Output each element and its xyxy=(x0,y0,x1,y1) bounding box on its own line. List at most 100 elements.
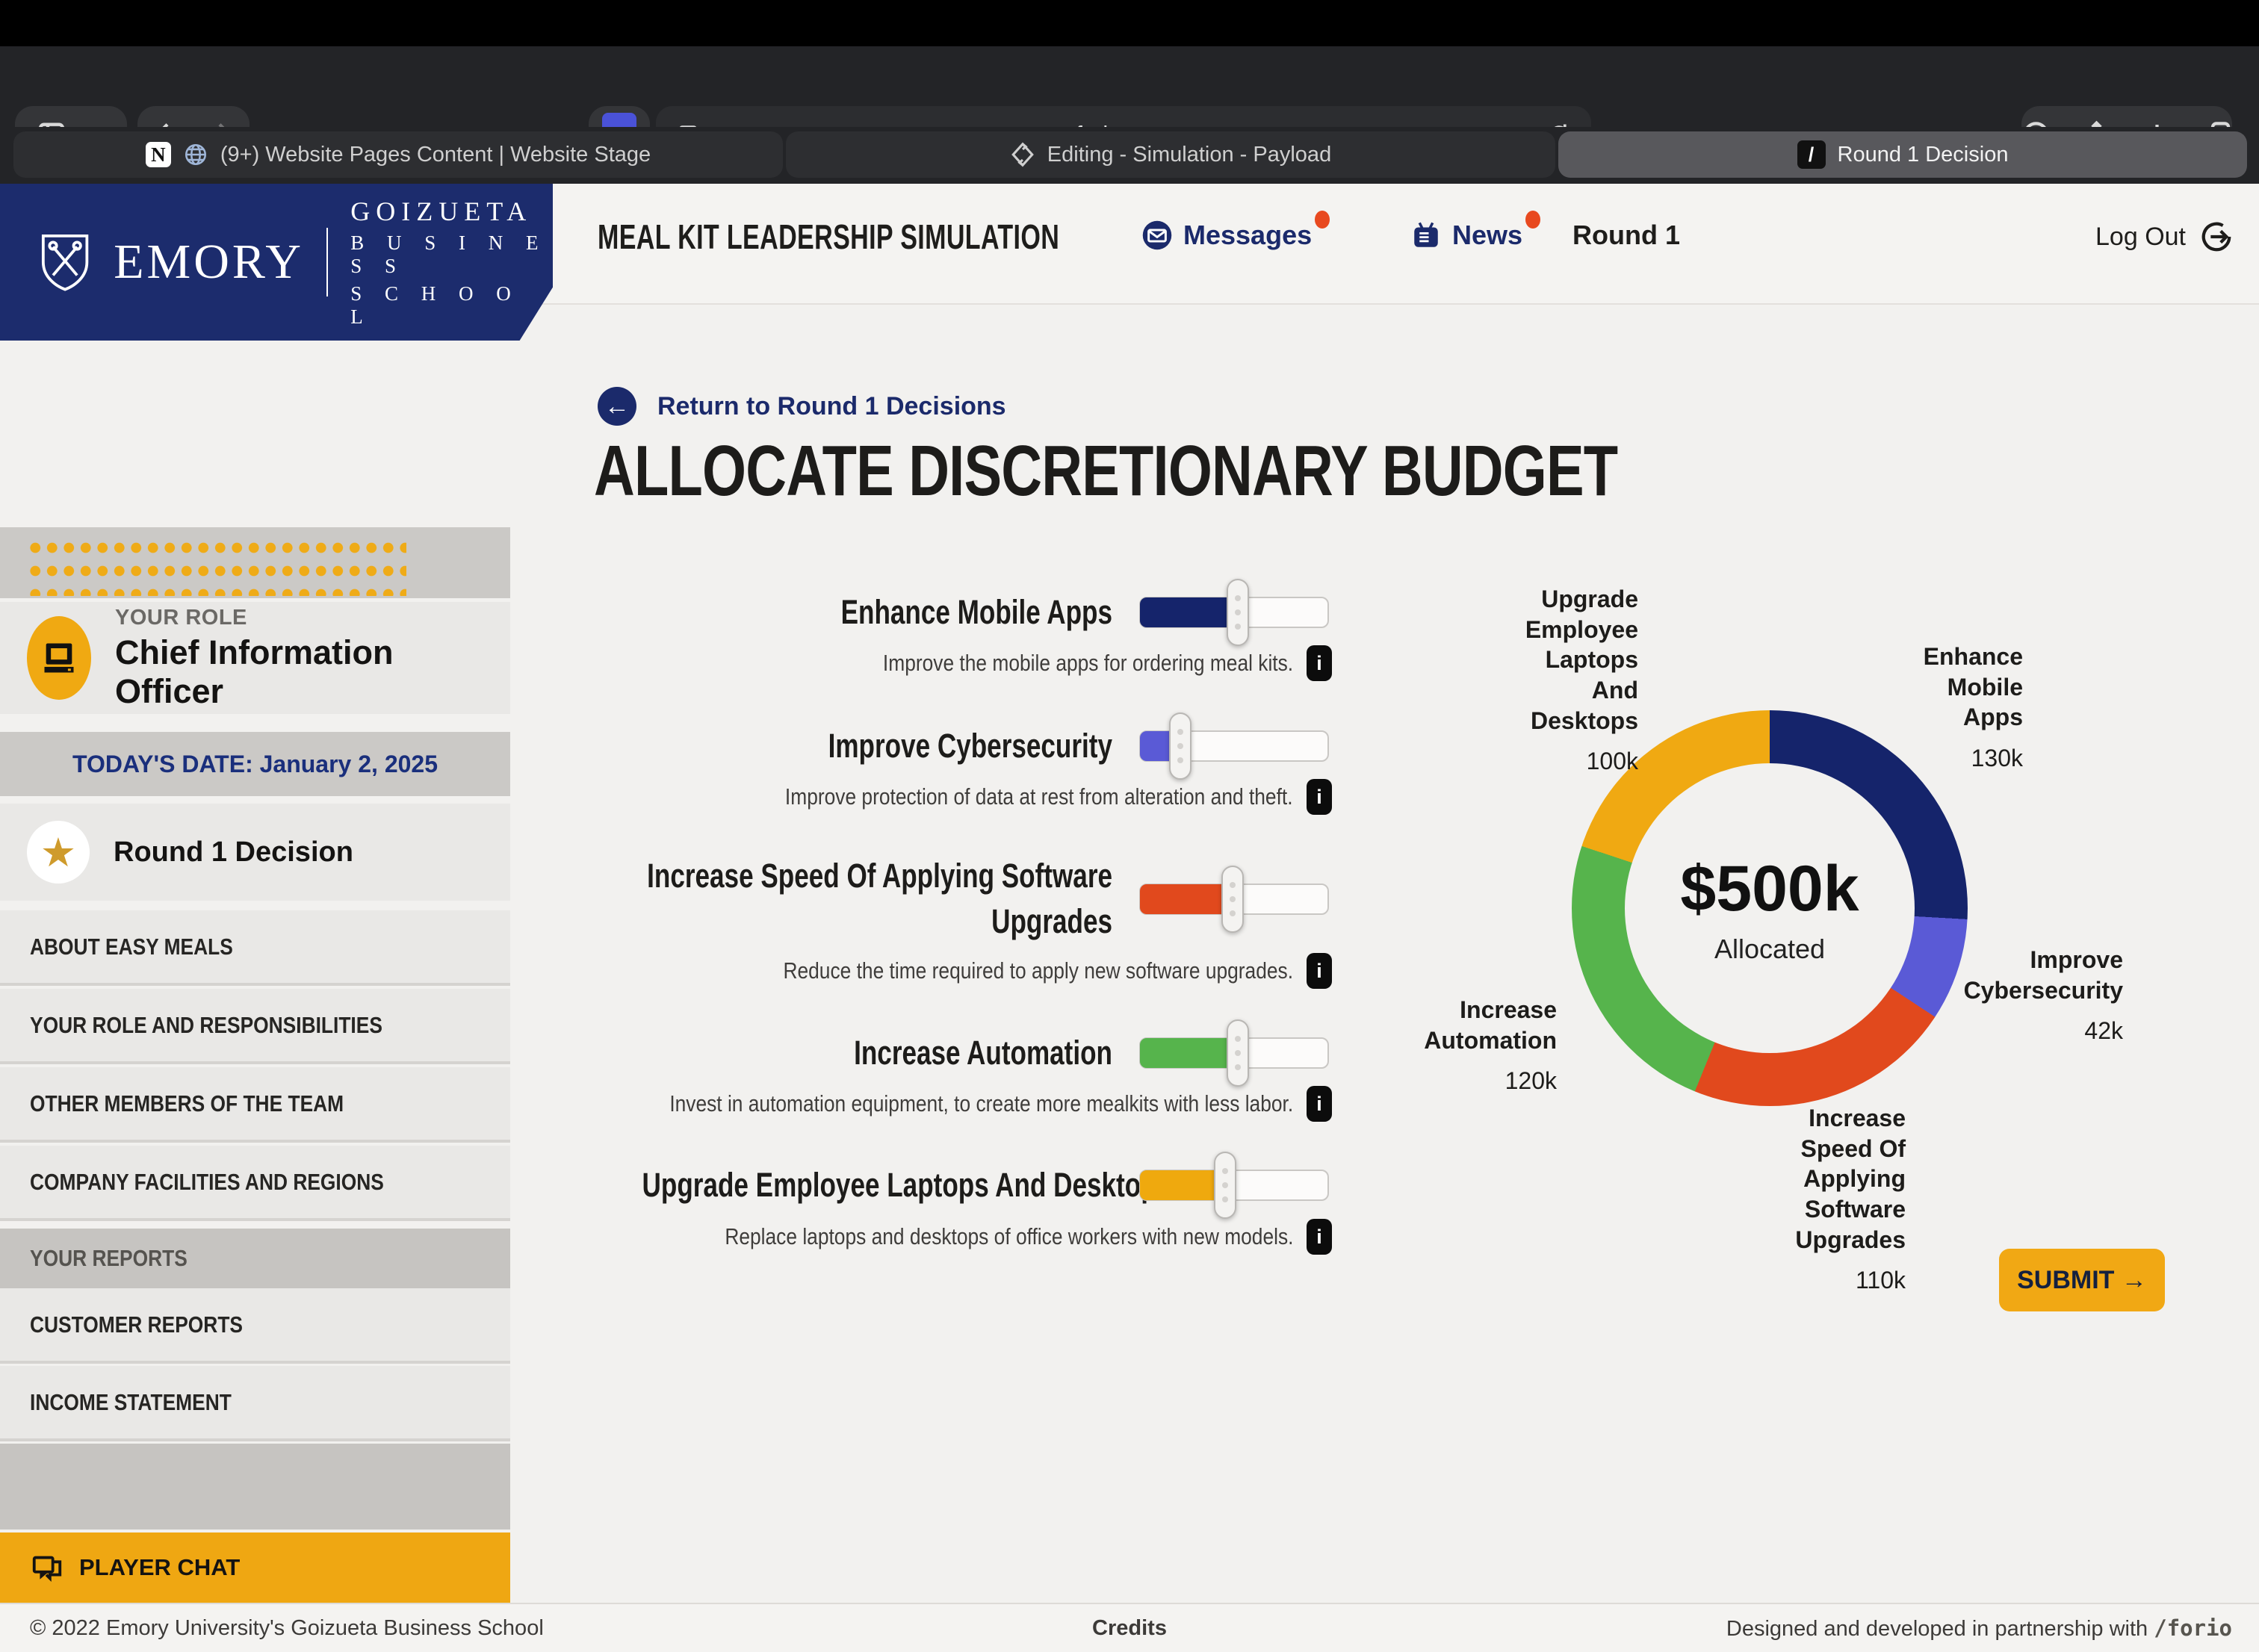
return-link-label: Return to Round 1 Decisions xyxy=(657,391,1006,420)
info-icon[interactable]: i xyxy=(1307,1219,1332,1255)
slider-fill xyxy=(1140,1038,1237,1068)
role-badge xyxy=(27,616,91,700)
slider-row-increase-automation: Increase Automation xyxy=(510,997,1329,1109)
slider-description: Invest in automation equipment, to creat… xyxy=(510,1086,1332,1122)
return-link[interactable]: ← Return to Round 1 Decisions xyxy=(598,387,1006,426)
player-chat-button[interactable]: PLAYER CHAT xyxy=(0,1533,510,1603)
messages-notification-dot xyxy=(1315,211,1330,229)
tab-bar: N (9+) Website Pages Content | Website S… xyxy=(0,127,2259,184)
sidebar-item-round1-decision[interactable]: ★ Round 1 Decision xyxy=(0,804,510,901)
tab-website-pages[interactable]: N (9+) Website Pages Content | Website S… xyxy=(13,131,783,178)
sidebar-item-role-responsibilities[interactable]: YOUR ROLE AND RESPONSIBILITIES xyxy=(0,989,510,1064)
player-chat-label: PLAYER CHAT xyxy=(79,1554,241,1580)
app-title: MEAL KIT LEADERSHIP SIMULATION xyxy=(598,217,1060,256)
sidebar-item-income-statement[interactable]: INCOME STATEMENT xyxy=(0,1366,510,1441)
gold-dots-pattern xyxy=(27,536,406,596)
news-notification-dot xyxy=(1525,211,1541,229)
info-icon[interactable]: i xyxy=(1307,1086,1332,1122)
slider-fill xyxy=(1140,1170,1224,1200)
donut-label-increase-speed: Increase Speed Of Applying Software Upgrades… xyxy=(1795,1105,1906,1294)
slider-track[interactable] xyxy=(1139,712,1329,780)
news-label: News xyxy=(1452,211,1541,251)
donut-total: $500k xyxy=(1680,852,1859,925)
donut-label-upgrade-laptops: Upgrade Employee Laptops And Desktops 100k xyxy=(1525,586,1638,775)
emory-logo: EMORY GOIZUETA B U S I N E S S S C H O O… xyxy=(0,184,553,341)
donut-subtitle: Allocated xyxy=(1714,933,1826,964)
info-icon[interactable]: i xyxy=(1307,779,1332,815)
submit-button[interactable]: SUBMIT → xyxy=(1999,1249,2165,1311)
sidebar-filler xyxy=(0,1444,510,1530)
emory-wordmark: EMORY xyxy=(114,235,304,289)
browser-toolbar: forio.com xyxy=(0,46,2259,163)
role-card: YOUR ROLE Chief Information Officer xyxy=(0,602,510,714)
slider-label: Increase Automation xyxy=(854,1033,1112,1072)
messages-label: Messages xyxy=(1183,211,1330,251)
partnership-text: Designed and developed in partnership wi… xyxy=(1726,1615,2232,1641)
slider-track[interactable] xyxy=(1139,579,1329,646)
main-content: ← Return to Round 1 Decisions ALLOCATE D… xyxy=(510,184,2259,1419)
sidebar: YOUR ROLE Chief Information Officer TODA… xyxy=(0,524,510,1603)
slider-description: Improve protection of data at rest from … xyxy=(510,779,1332,815)
logout-arrow-icon xyxy=(2201,222,2231,252)
computer-icon xyxy=(44,643,74,673)
arrow-left-icon: ← xyxy=(598,387,636,426)
sidebar-item-company-facilities[interactable]: COMPANY FACILITIES AND REGIONS xyxy=(0,1146,510,1221)
goizueta-wordmark: GOIZUETA B U S I N E S S S C H O O L xyxy=(350,196,548,328)
slider-track[interactable] xyxy=(1139,1019,1329,1087)
messages-button[interactable]: Messages xyxy=(1141,211,1330,251)
slider-fill xyxy=(1140,884,1232,914)
info-icon[interactable]: i xyxy=(1307,953,1332,989)
logout-button[interactable]: Log Out xyxy=(2095,220,2234,254)
forio-favicon: / xyxy=(1797,140,1826,169)
macos-menubar xyxy=(0,0,2259,46)
gold-dots-band xyxy=(0,527,510,598)
sync-diamond-icon xyxy=(1011,142,1034,167)
role-value: Chief Information Officer xyxy=(115,633,394,710)
sidebar-item-other-members[interactable]: OTHER MEMBERS OF THE TEAM xyxy=(0,1067,510,1143)
slider-track[interactable] xyxy=(1139,866,1329,933)
slider-description: Replace laptops and desktops of office w… xyxy=(510,1219,1332,1255)
tab-label: (9+) Website Pages Content | Website Sta… xyxy=(220,142,651,167)
slider-label: Improve Cybersecurity xyxy=(828,726,1112,765)
star-icon: ★ xyxy=(27,821,90,884)
sidebar-section-your-reports: YOUR REPORTS xyxy=(0,1229,510,1288)
slider-label: Increase Speed Of Applying Software Upgra… xyxy=(647,857,1112,940)
donut-label-improve-cybersecurity: Improve Cybersecurity 42k xyxy=(1963,946,2123,1045)
slider-label: Upgrade Employee Laptops And Desktops xyxy=(642,1165,1172,1204)
donut-label-increase-automation: Increase Automation 120k xyxy=(1424,996,1557,1095)
tab-editing-simulation[interactable]: Editing - Simulation - Payload xyxy=(786,131,1555,178)
slider-handle[interactable] xyxy=(1227,1019,1249,1087)
round-item-label: Round 1 Decision xyxy=(114,836,353,868)
tab-label: Round 1 Decision xyxy=(1837,142,2009,167)
tv-icon xyxy=(1414,222,1438,247)
slider-fill xyxy=(1140,597,1237,627)
budget-donut-chart: $500k Allocated xyxy=(1572,710,1968,1106)
tab-round1-decision[interactable]: / Round 1 Decision xyxy=(1558,131,2247,178)
slider-row-improve-cybersecurity: Improve Cybersecurity xyxy=(510,690,1329,802)
role-label: YOUR ROLE xyxy=(115,605,247,630)
donut-label-enhance-mobile-apps: Enhance Mobile Apps 130k xyxy=(1923,643,2023,771)
slider-label: Enhance Mobile Apps xyxy=(840,592,1112,631)
slider-row-enhance-mobile-apps: Enhance Mobile Apps xyxy=(510,556,1329,668)
slider-row-increase-speed-software-upgrades: Increase Speed Of Applying Software Upgra… xyxy=(510,843,1329,955)
news-button[interactable]: News xyxy=(1410,211,1541,251)
page: MEAL KIT LEADERSHIP SIMULATION Messages xyxy=(0,184,2259,1652)
slider-track[interactable] xyxy=(1139,1152,1329,1219)
sidebar-item-about-easy-meals[interactable]: ABOUT EASY MEALS xyxy=(0,910,510,986)
page-footer: © 2022 Emory University's Goizueta Busin… xyxy=(0,1603,2259,1652)
envelope-icon xyxy=(1142,220,1172,250)
round-indicator: Round 1 xyxy=(1572,220,1680,250)
logout-label: Log Out xyxy=(2095,222,2186,251)
date-banner: TODAY'S DATE: January 2, 2025 xyxy=(0,732,510,796)
sidebar-item-customer-reports[interactable]: CUSTOMER REPORTS xyxy=(0,1288,510,1364)
chat-bubbles-icon xyxy=(32,1556,62,1583)
slider-row-upgrade-laptops-desktops: Upgrade Employee Laptops And Desktops xyxy=(510,1129,1329,1241)
emory-shield-icon xyxy=(41,234,89,291)
slider-handle[interactable] xyxy=(1168,712,1192,780)
slider-handle[interactable] xyxy=(1213,1152,1236,1219)
slider-handle[interactable] xyxy=(1227,579,1249,646)
tab-label: Editing - Simulation - Payload xyxy=(1047,142,1332,167)
slider-handle[interactable] xyxy=(1221,866,1244,933)
info-icon[interactable]: i xyxy=(1307,645,1332,681)
logo-divider xyxy=(326,228,329,296)
